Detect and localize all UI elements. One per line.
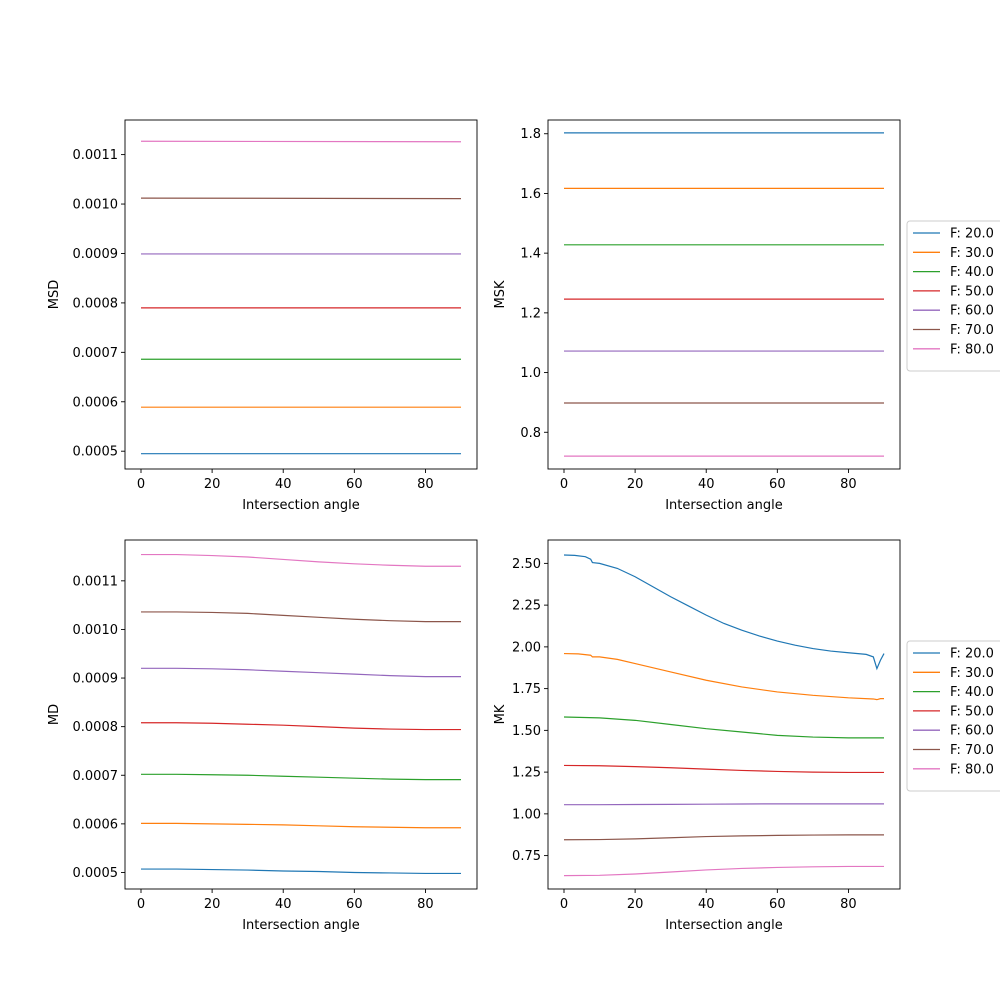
mk-y-axis-label: MK: [493, 704, 508, 724]
msd-x-axis-label: Intersection angle: [242, 498, 360, 513]
mk-series-line-3: [563, 716, 884, 739]
mk-y-tick-label: 1.00: [512, 807, 541, 822]
msd-x-tick-label: 20: [204, 477, 221, 492]
mk-x-tick-label: 60: [769, 897, 786, 912]
mk-x-axis-label: Intersection angle: [665, 918, 783, 933]
md-series-line-7: [141, 553, 461, 567]
msd-y-tick-label: 0.0008: [73, 296, 119, 311]
legend-top-label-1: F: 20.0: [950, 227, 994, 242]
legend-bottom-label-3: F: 40.0: [950, 685, 994, 700]
md-series-line-2: [141, 822, 461, 829]
legend-bottom-label-2: F: 30.0: [950, 666, 994, 681]
msd-panel: 0 20 40 60 80 0.0005 0.0006 0.0007 0.0008 0.0009 0…: [47, 119, 478, 513]
msd-x-tick-label: 60: [346, 477, 363, 492]
legend-bottom-label-6: F: 70.0: [950, 743, 994, 758]
md-y-tick-label: 0.0007: [73, 769, 119, 784]
mk-x-tick-label: 20: [627, 897, 644, 912]
msk-y-tick-label: 1.2: [520, 306, 541, 321]
md-x-tick-label: 60: [346, 897, 363, 912]
mk-x-tick-label: 40: [698, 897, 715, 912]
md-series-line-1: [141, 868, 461, 875]
msk-y-tick-label: 1.4: [520, 247, 541, 262]
legend-bottom: F: 20.0 F: 30.0 F: 40.0 F: 50.0 F: 60.0 F: 70…: [906, 640, 1000, 792]
msk-panel: 0 20 40 60 80 0.8 1.0 1.2 1.4 1.6 1.8 Intersection …: [493, 119, 901, 513]
mk-x-tick-label: 80: [840, 897, 857, 912]
legend-top-label-5: F: 60.0: [950, 304, 994, 319]
mk-series-line-5: [564, 803, 884, 806]
msd-x-tick-label: 40: [275, 477, 292, 492]
msk-x-tick-label: 40: [698, 477, 715, 492]
md-y-tick-label: 0.0008: [73, 720, 119, 735]
msk-y-tick-label: 1.6: [520, 187, 541, 202]
md-x-tick-label: 80: [417, 897, 434, 912]
msk-axes-frame: [547, 119, 901, 470]
mk-panel: 0 20 40 60 80 0.75 1.00 1.25 1.50 1.75 2.00 2.25 2.5…: [493, 539, 901, 933]
legend-bottom-label-7: F: 80.0: [950, 762, 994, 777]
mk-y-tick-label: 1.25: [512, 766, 541, 781]
legend-bottom-box: [906, 640, 1000, 792]
legend-bottom-label-1: F: 20.0: [950, 647, 994, 662]
msk-x-axis-label: Intersection angle: [665, 498, 783, 513]
msd-x-tick-label: 0: [137, 477, 145, 492]
legend-top-label-2: F: 30.0: [950, 246, 994, 261]
mk-y-tick-label: 1.75: [512, 682, 541, 697]
msd-axes-frame: [124, 119, 478, 470]
msk-y-tick-label: 1.0: [520, 366, 541, 381]
legend-top-label-6: F: 70.0: [950, 323, 994, 338]
msd-y-axis-label: MSD: [47, 280, 62, 309]
msk-x-tick-label: 80: [840, 477, 857, 492]
msk-y-tick-label: 0.8: [520, 426, 541, 441]
msd-y-tick-label: 0.0006: [73, 395, 119, 410]
msd-y-tick-label: 0.0010: [73, 198, 119, 213]
mk-y-tick-label: 2.50: [512, 557, 541, 572]
msk-y-axis-label: MSK: [493, 280, 508, 308]
mk-series-line-1: [563, 554, 885, 671]
md-y-tick-label: 0.0010: [73, 623, 119, 638]
md-x-tick-label: 20: [204, 897, 221, 912]
md-axes-frame: [124, 539, 478, 890]
mk-series-line-4: [563, 764, 884, 774]
legend-top: F: 20.0 F: 30.0 F: 40.0 F: 50.0 F: 60.0 F: 70…: [906, 220, 1000, 372]
mk-series-line-7: [563, 865, 884, 877]
legend-top-box: [906, 220, 1000, 372]
msk-x-tick-label: 20: [627, 477, 644, 492]
msd-y-tick-label: 0.0005: [73, 445, 119, 460]
md-series-line-4: [141, 722, 461, 731]
md-series-line-3: [141, 773, 461, 781]
msk-x-tick-label: 60: [769, 477, 786, 492]
mk-x-tick-label: 0: [560, 897, 568, 912]
msd-y-tick-label: 0.0007: [73, 346, 119, 361]
msd-y-tick-label: 0.0011: [73, 148, 119, 163]
mk-series-line-2: [563, 652, 884, 701]
md-y-tick-label: 0.0006: [73, 817, 119, 832]
md-panel: 0 20 40 60 80 0.0005 0.0006 0.0007 0.0008 0.0009 0…: [47, 539, 478, 933]
md-y-tick-label: 0.0009: [73, 672, 119, 687]
msd-x-tick-label: 80: [417, 477, 434, 492]
legend-top-label-7: F: 80.0: [950, 342, 994, 357]
legend-bottom-label-5: F: 60.0: [950, 724, 994, 739]
md-y-tick-label: 0.0005: [73, 866, 119, 881]
legend-top-label-3: F: 40.0: [950, 265, 994, 280]
md-series-line-6: [141, 611, 461, 623]
msk-x-tick-label: 0: [560, 477, 568, 492]
mk-series-line-6: [563, 834, 884, 841]
md-y-tick-label: 0.0011: [73, 574, 119, 589]
mk-axes-frame: [547, 539, 901, 890]
msk-y-tick-label: 1.8: [520, 127, 541, 142]
mk-y-tick-label: 2.25: [512, 599, 541, 614]
md-series-line-5: [141, 667, 461, 678]
msd-series-line-6: [140, 197, 462, 200]
legend-bottom-label-4: F: 50.0: [950, 704, 994, 719]
mk-y-tick-label: 2.00: [512, 640, 541, 655]
md-x-axis-label: Intersection angle: [242, 918, 360, 933]
mk-y-tick-label: 0.75: [512, 849, 541, 864]
legend-top-label-4: F: 50.0: [950, 284, 994, 299]
md-x-tick-label: 40: [275, 897, 292, 912]
md-x-tick-label: 0: [137, 897, 145, 912]
mk-y-tick-label: 1.50: [512, 724, 541, 739]
msd-y-tick-label: 0.0009: [73, 247, 119, 262]
md-y-axis-label: MD: [47, 704, 62, 725]
